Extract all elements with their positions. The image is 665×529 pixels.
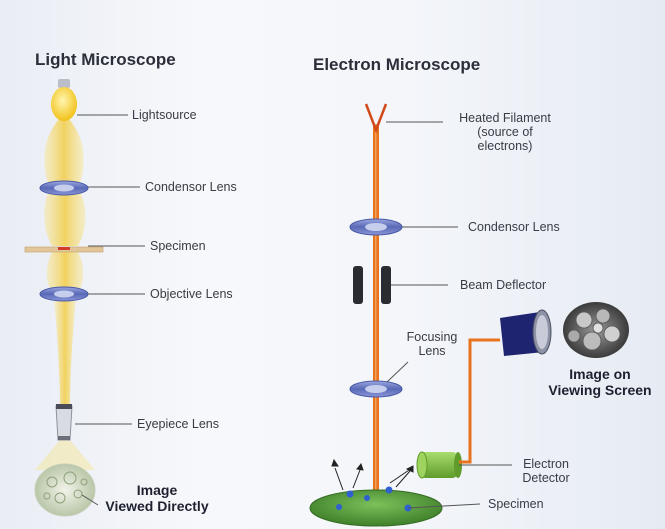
screen-line-1: Image on — [569, 366, 631, 382]
lightsource-bulb-icon — [51, 79, 77, 121]
light-objective-lens-icon — [39, 286, 89, 302]
heated-filament-icon — [364, 103, 388, 134]
electron-beam — [373, 124, 379, 506]
light-condensor-lens-icon — [39, 180, 89, 196]
scattered-electron-arrows — [331, 458, 414, 491]
heated-filament-label: Heated Filament (source of electrons) — [449, 111, 561, 153]
light-microscope-title: Light Microscope — [35, 50, 176, 69]
electron-detector-icon — [416, 451, 462, 479]
light-specimen-slide — [24, 246, 104, 253]
detector-line-2: Detector — [522, 471, 570, 485]
light-leader-lines — [75, 114, 145, 506]
focusing-lens-icon — [349, 380, 403, 398]
electron-microscope-title: Electron Microscope — [313, 55, 481, 74]
beam-deflector-icon — [353, 266, 391, 304]
lightsource-label: Lightsource — [132, 108, 197, 122]
viewing-screen-icon — [500, 309, 552, 356]
electron-condensor-lens-label: Condensor Lens — [468, 220, 560, 234]
image-on-viewing-screen-label: Image on Viewing Screen — [538, 366, 662, 398]
signal-wire — [459, 338, 500, 464]
filament-line-3: electrons) — [477, 139, 533, 153]
light-beam — [35, 118, 95, 470]
electron-leader-lines — [386, 121, 512, 509]
focusing-line-1: Focusing — [406, 330, 458, 344]
image-viewed-line-2: Viewed Directly — [105, 498, 209, 514]
filament-line-1: Heated Filament — [459, 111, 551, 125]
focusing-lens-label: Focusing Lens — [400, 330, 464, 358]
eyepiece-lens-label: Eyepiece Lens — [137, 417, 220, 431]
objective-lens-label: Objective Lens — [150, 287, 233, 301]
eyepiece-lens-icon — [55, 404, 73, 441]
electron-detector-label: Electron Detector — [508, 457, 584, 485]
light-specimen-label: Specimen — [150, 239, 206, 253]
detector-line-1: Electron — [523, 457, 569, 471]
image-viewed-directly-label: Image Viewed Directly — [98, 482, 216, 514]
focusing-line-2: Lens — [418, 344, 446, 358]
image-viewed-line-1: Image — [136, 482, 178, 498]
filament-line-2: (source of — [477, 125, 533, 139]
viewed-image-icon — [34, 463, 96, 517]
sem-image-icon — [563, 302, 629, 358]
screen-line-2: Viewing Screen — [548, 382, 652, 398]
specimen-stage-icon — [309, 486, 443, 527]
electron-condensor-lens-icon — [349, 218, 403, 236]
light-condensor-lens-label: Condensor Lens — [145, 180, 237, 194]
electron-specimen-label: Specimen — [488, 497, 544, 511]
beam-deflector-label: Beam Deflector — [460, 278, 547, 292]
